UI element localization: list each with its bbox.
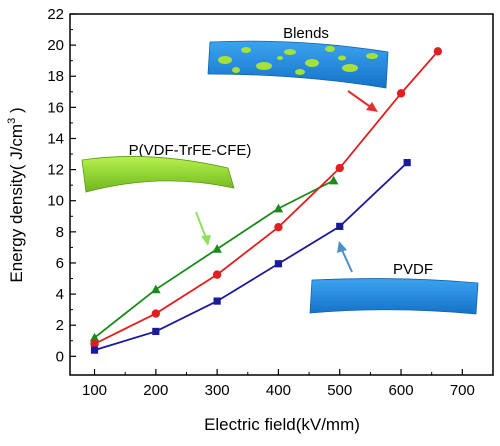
blends-film-dot-4: [305, 59, 319, 67]
series-layer: [89, 47, 443, 354]
tick-labels: 100 200 300 400 500 600 700 0 2 4 6 8 10 12 14 16 18 20 22: [47, 6, 475, 399]
y-tick-label-10: 10: [47, 193, 64, 210]
series-1-point-3: [274, 222, 283, 232]
blends-film-dot-10: [338, 55, 346, 61]
y-axis-title-main: Energy density( J/cm: [7, 124, 26, 283]
x-tick-label-400: 400: [266, 382, 291, 399]
x-tick-label-300: 300: [205, 382, 230, 399]
series-line-2: [94, 161, 408, 351]
y-tick-label-14: 14: [47, 130, 64, 147]
cfe-film-illustration: [81, 156, 235, 193]
series-0-point-1: [151, 284, 161, 294]
blends-film-dot-3: [284, 49, 296, 55]
x-axis-title: Electric field(kV/mm): [204, 415, 360, 434]
blends-film-dot-5: [325, 46, 335, 52]
blends-film-dot-9: [295, 69, 305, 75]
series-line-0: [93, 179, 335, 339]
y-axis-title-end: ): [7, 107, 26, 117]
annotation-pvdf: PVDF: [393, 261, 433, 278]
x-tick-label-200: 200: [143, 382, 168, 399]
annotation-blends: Blends: [283, 25, 329, 42]
cfe-arrow: [195, 211, 211, 246]
series-2-point-2: [213, 297, 221, 305]
pvdf-arrow: [337, 241, 353, 273]
y-tick-label-20: 20: [47, 37, 64, 54]
y-axis-title-superscript: 3: [6, 118, 18, 124]
y-tick-label-12: 12: [47, 162, 64, 179]
series-1-point-6: [433, 47, 443, 56]
y-tick-label-2: 2: [56, 317, 64, 334]
blends-film-dot-6: [342, 64, 358, 72]
series-2-point-1: [152, 327, 160, 336]
pvdf-film-illustration: [309, 278, 479, 315]
plot-frame: [69, 13, 494, 376]
series-0-point-3: [273, 203, 284, 213]
y-tick-label-0: 0: [56, 348, 64, 365]
axis-ticks: [70, 13, 463, 375]
blends-film-dot-7: [366, 53, 378, 59]
series-2-point-0: [90, 346, 99, 354]
series-1-point-2: [212, 270, 222, 279]
series-0-point-2: [212, 244, 222, 253]
series-2-point-4: [336, 222, 344, 230]
x-tick-label-100: 100: [82, 382, 107, 399]
blends-film-dots: [218, 46, 378, 75]
annotation-cfe: P(VDF-TrFE-CFE): [129, 142, 252, 159]
blends-film-dot-8: [232, 67, 240, 73]
y-tick-label-4: 4: [56, 286, 64, 303]
series-1-point-5: [396, 89, 406, 98]
x-tick-label-500: 500: [327, 382, 352, 399]
y-tick-label-6: 6: [56, 255, 64, 272]
series-2-point-3: [274, 260, 283, 268]
series-0-point-0: [89, 332, 100, 342]
series-1-point-1: [151, 309, 161, 318]
series-2-point-5: [403, 159, 411, 167]
blends-arrow: [347, 90, 378, 112]
blends-film-illustration: [207, 40, 389, 89]
series-1-point-4: [335, 163, 344, 173]
y-tick-label-8: 8: [56, 224, 64, 241]
series-0-point-4: [328, 175, 339, 185]
y-tick-label-16: 16: [47, 99, 64, 116]
series-1-point-0: [90, 339, 99, 349]
x-tick-label-600: 600: [389, 382, 414, 399]
x-tick-label-700: 700: [450, 382, 475, 399]
y-tick-label-22: 22: [47, 6, 64, 23]
y-tick-label-18: 18: [47, 68, 64, 85]
blends-film-dot-0: [218, 56, 232, 64]
blends-film-dot-1: [241, 47, 251, 53]
blends-film-dot-2: [256, 62, 272, 70]
y-axis-title: Energy density( J/cm3 ): [6, 107, 26, 282]
blends-film-dot-11: [277, 56, 283, 60]
